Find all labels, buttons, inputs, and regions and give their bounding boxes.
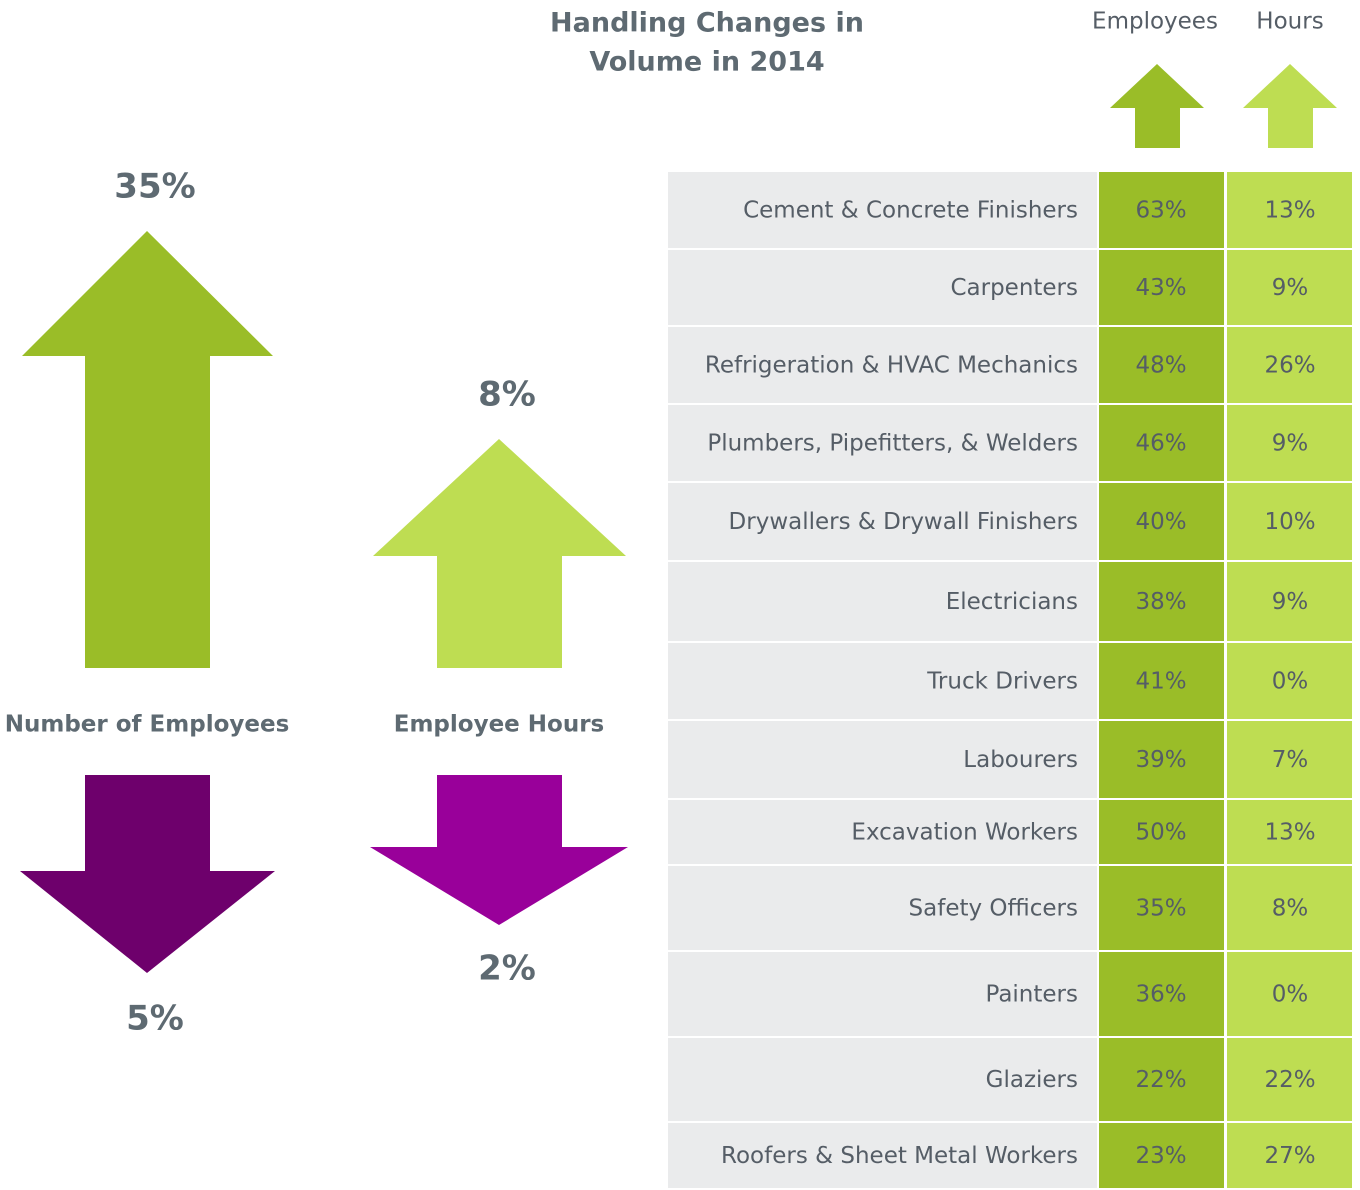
hours-cell: 27%	[1264, 1143, 1315, 1169]
table-cell	[1099, 800, 1224, 864]
hours-cell: 26%	[1264, 353, 1315, 379]
table-cell	[668, 1038, 1097, 1121]
employees-cell: 46%	[1135, 431, 1186, 457]
table-cell	[668, 721, 1097, 798]
table-cell	[1227, 952, 1352, 1036]
table-cell	[1099, 643, 1224, 719]
hours-cell: 0%	[1272, 982, 1309, 1008]
employees-cell: 36%	[1135, 982, 1186, 1008]
table-cell	[1099, 1038, 1224, 1121]
table-cell	[668, 405, 1097, 481]
table-cell	[1099, 952, 1224, 1036]
row-label: Electricians	[946, 589, 1078, 615]
employees-cell: 43%	[1135, 275, 1186, 301]
table-cell	[1099, 405, 1224, 481]
header-arrow	[1110, 64, 1204, 148]
hours-cell: 0%	[1272, 669, 1309, 695]
employees-cell: 50%	[1135, 820, 1186, 846]
table-cell	[1099, 250, 1224, 325]
hours-cell: 22%	[1264, 1067, 1315, 1093]
table-cell	[1227, 172, 1352, 248]
table-cell	[1227, 1038, 1352, 1121]
table-cell	[1099, 327, 1224, 403]
summary-label: Employee Hours	[394, 712, 604, 738]
row-label: Drywallers & Drywall Finishers	[729, 509, 1078, 535]
row-label: Refrigeration & HVAC Mechanics	[705, 353, 1078, 379]
table-cell	[1227, 866, 1352, 950]
row-label: Labourers	[963, 747, 1078, 773]
employees-cell: 48%	[1135, 353, 1186, 379]
title-line: Handling Changes in	[550, 8, 864, 39]
table-cell	[1099, 721, 1224, 798]
row-label: Glaziers	[986, 1067, 1078, 1093]
employees-cell: 35%	[1135, 896, 1186, 922]
down-value: 2%	[478, 949, 536, 989]
table-cell	[1099, 1123, 1224, 1188]
hours-cell: 9%	[1272, 431, 1309, 457]
table-cell	[1099, 866, 1224, 950]
table-cell	[1227, 250, 1352, 325]
table-cell	[1227, 483, 1352, 560]
up-value: 35%	[114, 167, 195, 207]
table-cell	[668, 562, 1097, 641]
table-cell	[668, 483, 1097, 560]
table-cell	[668, 172, 1097, 248]
row-label: Plumbers, Pipefitters, & Welders	[707, 431, 1078, 457]
summary-label: Number of Employees	[5, 712, 290, 738]
up-arrow	[22, 231, 273, 668]
table-cell	[1227, 643, 1352, 719]
table-cell	[1227, 1123, 1352, 1188]
up-arrow	[373, 439, 626, 668]
row-label: Roofers & Sheet Metal Workers	[721, 1143, 1078, 1169]
table-cell	[1227, 327, 1352, 403]
row-label: Painters	[985, 982, 1078, 1008]
hours-cell: 9%	[1272, 589, 1309, 615]
table: Cement & Concrete Finishers 63% 13% Carpent…	[668, 172, 1352, 1188]
hours-cell: 7%	[1272, 747, 1309, 773]
employees-cell: 40%	[1135, 509, 1186, 535]
table-cell	[1099, 172, 1224, 248]
hours-cell: 8%	[1272, 896, 1309, 922]
table-cell	[668, 1123, 1097, 1188]
hours-cell: 9%	[1272, 275, 1309, 301]
table-cell	[1227, 562, 1352, 641]
row-label: Truck Drivers	[926, 669, 1078, 695]
down-arrow	[20, 775, 275, 973]
table-cell	[668, 643, 1097, 719]
table-cell	[1099, 483, 1224, 560]
column-header: Employees	[1092, 9, 1218, 35]
employees-cell: 63%	[1135, 198, 1186, 224]
row-label: Excavation Workers	[851, 820, 1078, 846]
employees-cell: 23%	[1135, 1143, 1186, 1169]
row-label: Cement & Concrete Finishers	[743, 198, 1078, 224]
column-header: Hours	[1256, 9, 1323, 35]
up-value: 8%	[478, 375, 536, 415]
title-line: Volume in 2014	[589, 47, 824, 78]
down-arrow	[370, 775, 628, 925]
hours-cell: 10%	[1264, 509, 1315, 535]
table-cell	[668, 250, 1097, 325]
table-cell	[668, 952, 1097, 1036]
employees-cell: 39%	[1135, 747, 1186, 773]
row-label: Safety Officers	[909, 896, 1078, 922]
table-cell	[668, 327, 1097, 403]
table-cell	[1227, 721, 1352, 798]
employees-cell: 38%	[1135, 589, 1186, 615]
employees-cell: 22%	[1135, 1067, 1186, 1093]
table-cell	[668, 866, 1097, 950]
table-cell	[668, 800, 1097, 864]
row-label: Carpenters	[950, 275, 1078, 301]
hours-cell: 13%	[1264, 198, 1315, 224]
employees-cell: 41%	[1135, 669, 1186, 695]
table-cell	[1227, 405, 1352, 481]
table-cell	[1099, 562, 1224, 641]
table-cell	[1227, 800, 1352, 864]
down-value: 5%	[126, 999, 184, 1039]
header-arrow	[1243, 64, 1337, 148]
hours-cell: 13%	[1264, 820, 1315, 846]
